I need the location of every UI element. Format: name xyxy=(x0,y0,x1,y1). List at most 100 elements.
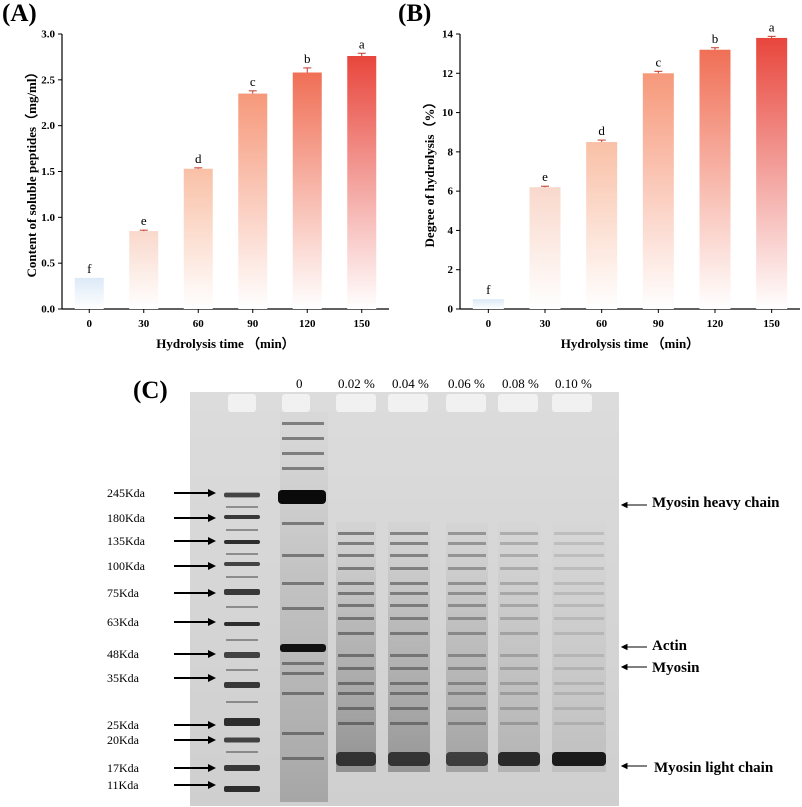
ladder-band-faint xyxy=(226,576,258,578)
bar xyxy=(347,56,377,309)
lane-0-band xyxy=(282,732,324,735)
panel-a-letter: (A) xyxy=(2,0,37,27)
bar xyxy=(699,49,731,309)
light-chain-band xyxy=(498,752,540,766)
x-tick-label: 150 xyxy=(763,318,780,330)
ladder-band xyxy=(224,765,260,771)
hydrolysed-lane-band xyxy=(500,542,538,545)
hydrolysed-lane-band xyxy=(448,532,486,535)
y-axis-title: Content of soluble peptides（mg/ml） xyxy=(24,66,39,278)
light-chain-band xyxy=(388,752,430,766)
hydrolysed-lane-band xyxy=(448,617,486,620)
significance-letter: a xyxy=(359,36,365,51)
marker-label: 20Kda xyxy=(107,733,139,747)
hydrolysed-lane-band xyxy=(500,707,538,710)
hydrolysed-lane-band xyxy=(338,667,374,670)
y-tick-label: 1.5 xyxy=(41,166,55,178)
bar xyxy=(292,72,322,309)
ladder-band xyxy=(224,622,260,626)
hydrolysed-lane-band xyxy=(390,582,428,585)
y-tick-label: 12 xyxy=(442,68,454,80)
hydrolysed-lane-band xyxy=(448,667,486,670)
marker-label: 17Kda xyxy=(107,761,139,775)
marker-label: 35Kda xyxy=(107,671,139,685)
significance-letter: e xyxy=(141,213,147,228)
hydrolysed-lane-band xyxy=(554,554,604,557)
gel-well xyxy=(336,394,376,412)
marker-arrow-head xyxy=(208,589,216,597)
hydrolysed-lane-band xyxy=(554,667,604,670)
hydrolysed-lane-band xyxy=(338,592,374,595)
hydrolysed-lane-band xyxy=(390,722,428,725)
hydrolysed-lane-band xyxy=(500,532,538,535)
hydrolysed-lane-band xyxy=(500,667,538,670)
band-label-myosin-light-chain: Myosin light chain xyxy=(654,760,774,776)
y-tick-label: 2.5 xyxy=(41,74,55,86)
x-tick-label: 120 xyxy=(707,318,724,330)
significance-letter: f xyxy=(486,282,491,297)
lane-0-band xyxy=(282,757,324,760)
significance-letter: d xyxy=(195,151,202,166)
hydrolysed-lane-band xyxy=(554,632,604,635)
hydrolysed-lane-band xyxy=(554,682,604,685)
gel-well xyxy=(446,394,486,412)
x-tick-label: 30 xyxy=(138,318,150,330)
significance-letter: b xyxy=(304,51,311,66)
hydrolysed-lane-band xyxy=(554,567,604,570)
marker-arrows xyxy=(174,489,216,789)
x-axis-title: Hydrolysis time （min） xyxy=(156,336,294,351)
sds-page-gel xyxy=(190,392,619,806)
hydrolysed-lane-band xyxy=(448,654,486,657)
hydrolysed-lane-band xyxy=(390,554,428,557)
hydrolysed-lane-band xyxy=(500,592,538,595)
hydrolysed-lane-band xyxy=(448,722,486,725)
bar xyxy=(472,299,504,309)
x-tick-label: 0 xyxy=(486,318,492,330)
hydrolysed-lane-band xyxy=(390,707,428,710)
gel-well xyxy=(282,394,310,412)
band-label-actin: Actin xyxy=(652,638,687,654)
hydrolysed-lane-band xyxy=(554,617,604,620)
lane-label-2: 0.04 % xyxy=(392,376,429,391)
y-tick-label: 2 xyxy=(448,264,454,276)
significance-letter: e xyxy=(542,169,548,184)
hydrolysed-lane-band xyxy=(338,654,374,657)
significance-letter: a xyxy=(769,24,775,34)
light-chain-band xyxy=(446,752,488,766)
hydrolysed-lane-band xyxy=(338,617,374,620)
hydrolysed-lane-band xyxy=(554,654,604,657)
bar xyxy=(756,37,788,309)
lane-label-5: 0.10 % xyxy=(555,376,592,391)
lane-0-band xyxy=(282,582,324,585)
hydrolysed-lane-band xyxy=(554,582,604,585)
significance-letter: c xyxy=(250,74,256,89)
marker-arrow-head xyxy=(208,781,216,789)
hydrolysed-lane-band xyxy=(448,632,486,635)
ladder-band xyxy=(224,492,260,498)
lane-0-band xyxy=(282,607,324,610)
y-tick-label: 14 xyxy=(442,29,454,41)
ladder-band-faint xyxy=(226,639,258,641)
y-tick-label: 1.0 xyxy=(41,212,55,224)
x-tick-label: 90 xyxy=(247,318,259,330)
y-tick-label: 2.0 xyxy=(41,120,55,132)
hydrolysed-lane-band xyxy=(390,542,428,545)
y-axis-title: Degree of hydrolysis（%） xyxy=(422,96,437,248)
hydrolysed-lane-band xyxy=(554,722,604,725)
ladder-band xyxy=(224,737,260,743)
hydrolysed-lane-band xyxy=(554,542,604,545)
ladder-band xyxy=(224,652,260,658)
hydrolysed-lane-band xyxy=(338,682,374,685)
hydrolysed-lane-band xyxy=(448,567,486,570)
band-label-arrows xyxy=(620,501,647,770)
chart-b: 0 2 4 6 8 10 12 14 f 0 e 30 d 60 c 90 b 120 a 150 Hydrolysis… xyxy=(422,24,800,351)
y-tick-label: 0 xyxy=(448,304,454,316)
marker-label: 48Kda xyxy=(107,647,139,661)
lane-0-actin-band xyxy=(280,644,326,652)
x-tick-label: 30 xyxy=(540,318,552,330)
lane-label-3: 0.06 % xyxy=(448,376,485,391)
x-tick-label: 60 xyxy=(596,318,608,330)
marker-arrow-head xyxy=(208,721,216,729)
lane-0-band xyxy=(282,522,324,525)
hydrolysed-lane-band xyxy=(448,682,486,685)
